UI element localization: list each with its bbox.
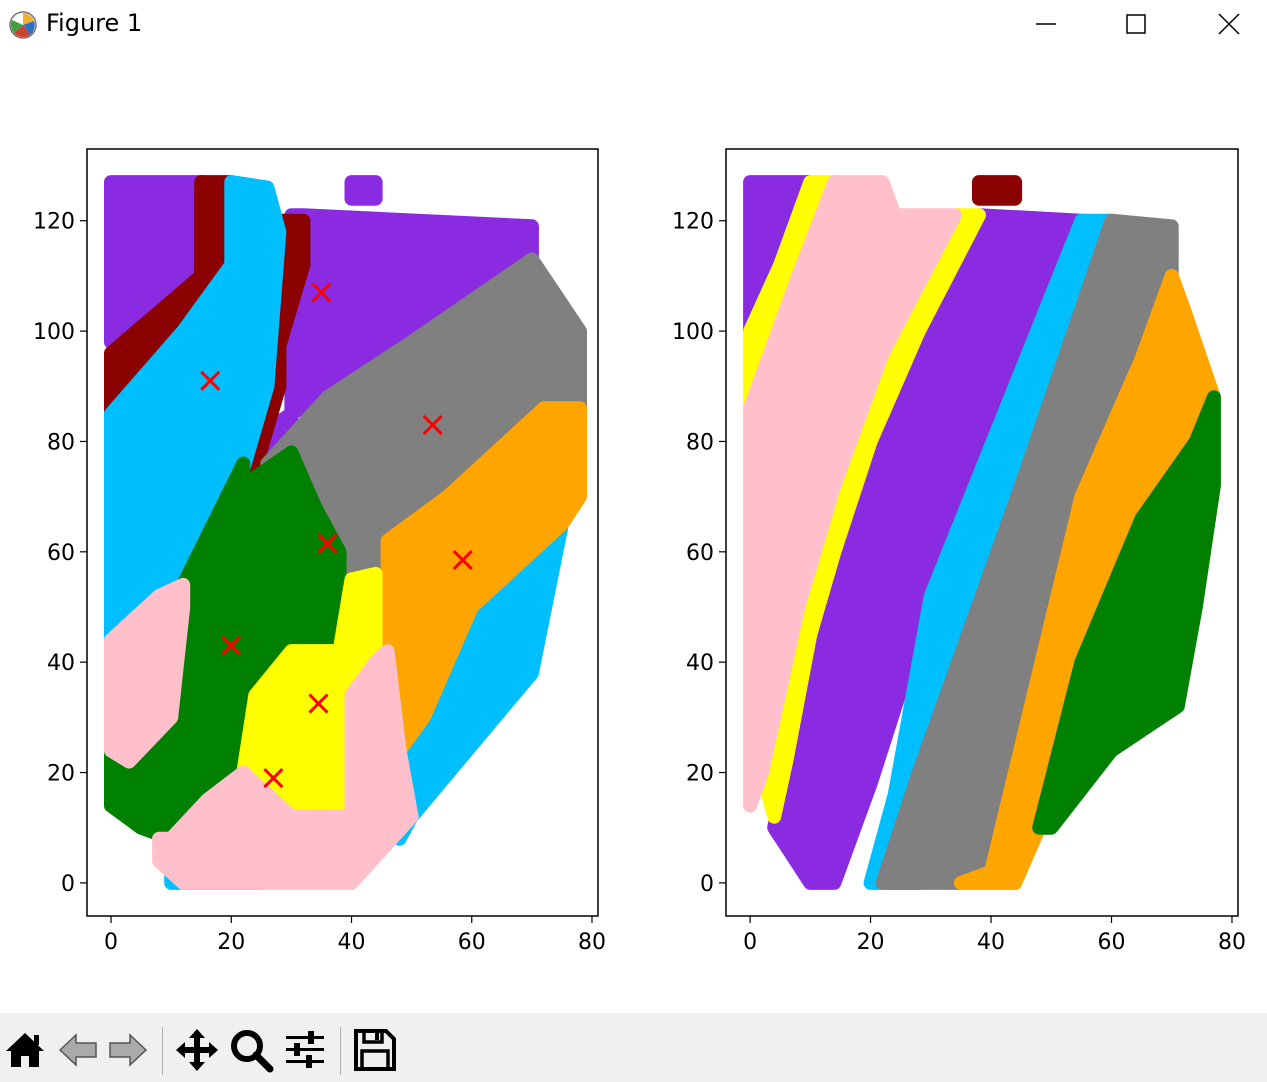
- centroid-marker: [452, 550, 473, 571]
- cluster-region: [1032, 390, 1221, 835]
- centroid-marker: [263, 767, 284, 789]
- y-tick-label: 40: [686, 651, 714, 676]
- y-tick-label: 60: [47, 541, 75, 566]
- save-icon: [354, 1029, 396, 1071]
- cluster-region: [972, 175, 1023, 206]
- cluster-region: [344, 175, 383, 206]
- x-tick-label: 40: [977, 930, 1005, 955]
- cluster-region: [152, 644, 419, 890]
- configure-subplots-button[interactable]: [282, 1027, 328, 1073]
- forward-button[interactable]: [104, 1027, 150, 1073]
- navigation-toolbar: [0, 1013, 1267, 1082]
- minimize-icon: [1036, 23, 1056, 25]
- title-bar: Figure 1: [0, 0, 1267, 48]
- centroid-marker: [311, 282, 332, 303]
- home-button[interactable]: [2, 1027, 48, 1073]
- cluster-region: [104, 577, 191, 769]
- y-tick-label: 20: [686, 762, 714, 787]
- axes-frame: [86, 148, 599, 917]
- x-tick-label: 0: [743, 930, 757, 955]
- configure-subplots-icon: [286, 1031, 324, 1068]
- close-icon: [1218, 13, 1240, 35]
- toolbar-separator: [162, 1027, 163, 1075]
- x-tick-label: 40: [338, 930, 366, 955]
- cluster-region: [743, 175, 962, 813]
- toolbar-separator: [340, 1027, 341, 1075]
- centroid-marker: [221, 635, 242, 656]
- window-title: Figure 1: [46, 9, 143, 37]
- y-tick-label: 20: [47, 762, 75, 787]
- centroid-marker: [422, 414, 443, 435]
- figure-canvas[interactable]: 0 20 40 60 80 0 20 40 60 80 100 120 0 20 40 60 80 0 20 40 6…: [0, 48, 1267, 1013]
- maximize-button[interactable]: [1090, 0, 1182, 48]
- centroid-marker: [317, 533, 338, 554]
- x-tick-label: 60: [458, 930, 486, 955]
- y-tick-label: 100: [33, 320, 75, 345]
- close-button[interactable]: [1180, 0, 1267, 48]
- centroid-marker: [200, 370, 221, 391]
- y-tick-label: 100: [672, 320, 714, 345]
- x-tick-label: 20: [217, 930, 245, 955]
- cluster-region: [104, 175, 209, 350]
- y-tick-label: 0: [700, 872, 714, 897]
- zoom-icon: [231, 1030, 274, 1073]
- x-tick-label: 20: [857, 930, 885, 955]
- x-tick-label: 60: [1098, 930, 1126, 955]
- x-tick-label: 80: [1218, 930, 1246, 955]
- save-button[interactable]: [352, 1027, 398, 1073]
- maximize-icon: [1126, 14, 1146, 34]
- home-icon: [6, 1033, 44, 1067]
- forward-arrow-icon: [109, 1033, 148, 1067]
- x-tick-label: 0: [104, 930, 118, 955]
- y-tick-label: 80: [686, 430, 714, 455]
- y-tick-label: 80: [47, 430, 75, 455]
- axes-frame: [725, 148, 1239, 917]
- cluster-region: [380, 401, 587, 758]
- matplotlib-icon: [9, 11, 37, 39]
- y-tick-label: 0: [61, 872, 75, 897]
- zoom-button[interactable]: [228, 1027, 274, 1073]
- minimize-button[interactable]: [1000, 0, 1092, 48]
- y-tick-label: 120: [672, 210, 714, 235]
- centroid-marker: [308, 693, 329, 714]
- back-arrow-icon: [58, 1033, 97, 1067]
- y-tick-label: 120: [33, 210, 75, 235]
- y-tick-label: 40: [47, 651, 75, 676]
- pan-icon: [176, 1029, 218, 1071]
- pan-button[interactable]: [174, 1027, 220, 1073]
- back-button[interactable]: [56, 1027, 102, 1073]
- left-scatter-plot: 0 20 40 60 80 0 20 40 60 80 100 120: [33, 148, 606, 955]
- x-tick-label: 80: [578, 930, 606, 955]
- y-tick-label: 60: [686, 541, 714, 566]
- right-scatter-plot: 0 20 40 60 80 0 20 40 60 80 100 120: [672, 148, 1246, 955]
